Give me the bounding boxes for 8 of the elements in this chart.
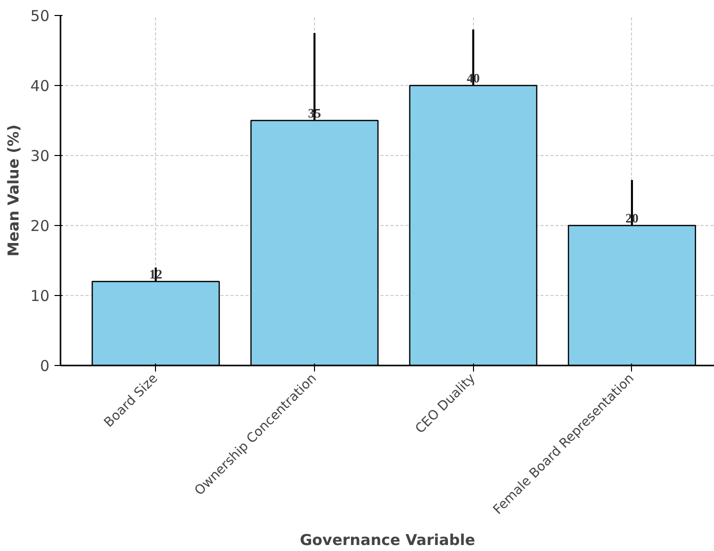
y-tick-label: 10 <box>30 287 50 305</box>
y-axis-title: Mean Value (%) <box>4 124 22 256</box>
y-tick-label: 30 <box>30 147 50 165</box>
y-tick-label: 40 <box>30 77 50 95</box>
x-axis-title: Governance Variable <box>300 530 476 549</box>
y-tick-label: 20 <box>30 217 50 235</box>
y-tick-label: 0 <box>40 357 50 375</box>
y-tick-label: 50 <box>30 7 50 25</box>
